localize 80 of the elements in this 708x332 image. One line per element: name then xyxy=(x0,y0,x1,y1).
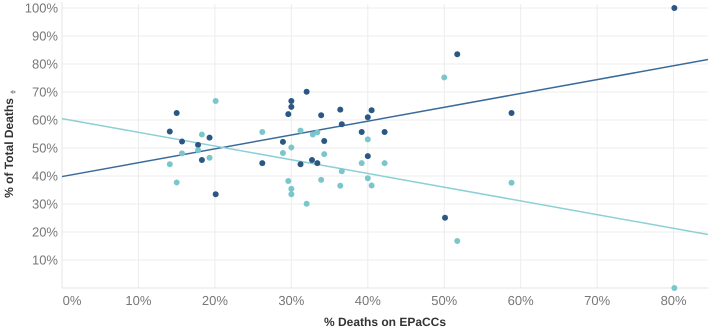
y-tick-label: 80% xyxy=(32,56,58,72)
y-tick-label: 30% xyxy=(32,196,58,212)
point xyxy=(166,161,173,168)
point xyxy=(198,157,205,164)
point xyxy=(364,153,371,160)
point xyxy=(368,107,375,114)
point xyxy=(280,150,286,156)
x-axis-title: % Deaths on EPaCCs xyxy=(324,315,446,329)
point xyxy=(174,179,180,186)
x-tick-label: 20% xyxy=(202,293,228,308)
point xyxy=(314,129,320,136)
point xyxy=(364,136,371,142)
point xyxy=(454,51,460,58)
point xyxy=(288,186,294,192)
point xyxy=(304,200,310,207)
point xyxy=(314,160,320,166)
point xyxy=(285,111,292,118)
point xyxy=(259,160,266,166)
point xyxy=(179,138,186,145)
y-tick-label: 50% xyxy=(32,140,58,156)
x-tick-label: 30% xyxy=(278,293,305,308)
x-tick-label: 10% xyxy=(125,293,152,308)
point xyxy=(508,110,515,116)
point xyxy=(337,182,344,189)
x-tick-label: 70% xyxy=(584,293,611,308)
point xyxy=(288,98,294,104)
point xyxy=(321,151,328,158)
point xyxy=(198,132,205,138)
point xyxy=(195,147,202,154)
point xyxy=(298,161,304,168)
y-tick-label: 100% xyxy=(24,0,58,16)
y-tick-label: 60% xyxy=(32,112,58,128)
point xyxy=(166,128,173,134)
point xyxy=(280,138,286,145)
point xyxy=(442,214,448,221)
point xyxy=(308,157,315,164)
point xyxy=(206,154,213,161)
point xyxy=(358,160,365,166)
point xyxy=(310,132,316,138)
point xyxy=(364,114,371,120)
y-tick-label: 40% xyxy=(32,168,58,184)
point xyxy=(206,134,213,141)
point xyxy=(382,160,388,166)
y-tick-label: 10% xyxy=(32,252,58,268)
point xyxy=(285,178,292,184)
point xyxy=(259,129,266,136)
point xyxy=(364,175,371,182)
point xyxy=(195,142,202,148)
point xyxy=(454,238,460,244)
point xyxy=(382,129,388,136)
x-tick-label: 0% xyxy=(62,293,82,308)
point xyxy=(288,104,294,110)
point xyxy=(441,74,448,80)
point xyxy=(304,88,310,95)
x-tick-label: 40% xyxy=(354,293,382,308)
point xyxy=(288,144,294,150)
point xyxy=(508,180,515,186)
point xyxy=(179,150,186,156)
point xyxy=(212,98,219,104)
point xyxy=(358,129,365,136)
point xyxy=(318,112,324,118)
point xyxy=(288,191,294,198)
y-axis-title: % of Total Deaths xyxy=(2,98,16,198)
point xyxy=(337,106,344,113)
x-tick-label: 50% xyxy=(431,293,458,308)
x-tick-label: 80% xyxy=(660,293,688,308)
point xyxy=(368,182,375,189)
y-tick-label: 90% xyxy=(32,28,58,44)
point xyxy=(671,5,678,11)
point xyxy=(338,168,345,174)
point xyxy=(321,138,328,144)
x-tick-label: 60% xyxy=(508,293,534,308)
point xyxy=(212,191,219,198)
point xyxy=(298,128,304,134)
point xyxy=(338,121,345,128)
point xyxy=(318,176,324,183)
y-tick-label: 20% xyxy=(32,224,58,240)
point xyxy=(174,110,180,116)
point xyxy=(671,285,678,291)
y-tick-label: 70% xyxy=(32,84,58,100)
